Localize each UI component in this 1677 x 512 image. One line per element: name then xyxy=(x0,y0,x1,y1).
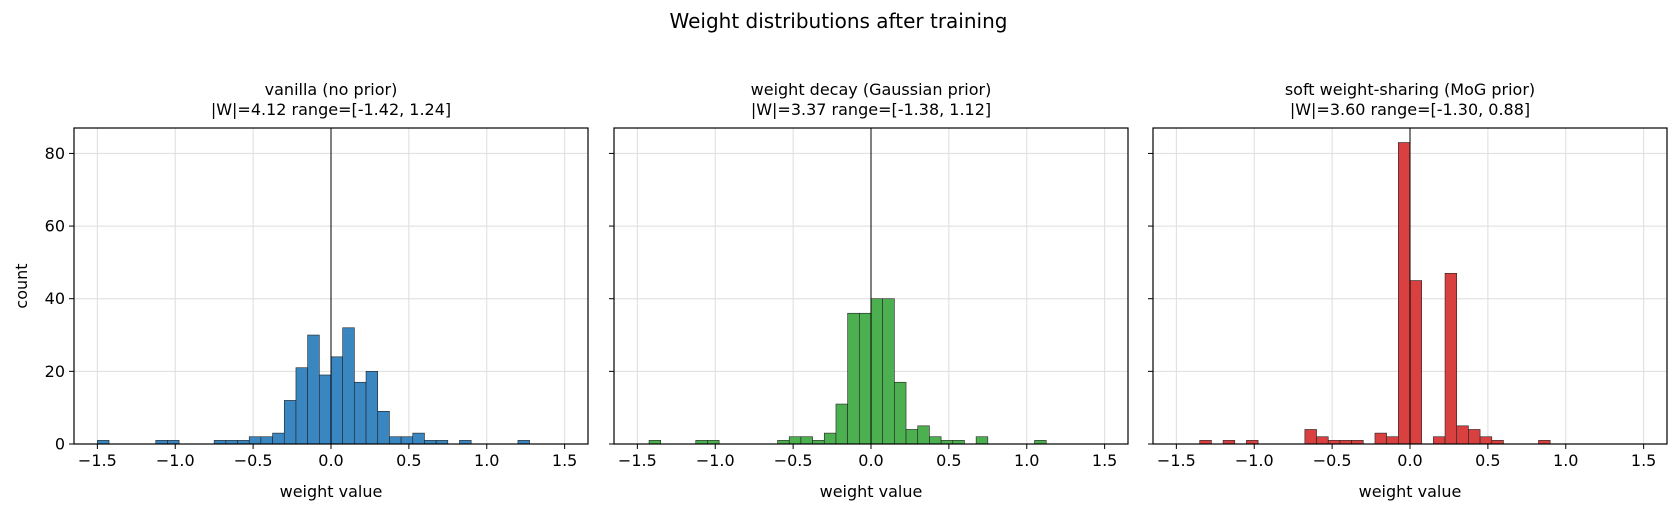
histogram-bar xyxy=(905,429,919,445)
histogram-bar xyxy=(1386,436,1399,445)
histogram-bar xyxy=(272,432,285,445)
histogram-panel-2: −1.5 −1.0 −0.5 0.0 0.5 1.0 1.5 weight decay (Ga… xyxy=(609,80,1129,501)
histogram-bar xyxy=(882,298,895,445)
histogram-bar xyxy=(1304,429,1317,445)
x-tick-label: −0.5 xyxy=(1313,451,1352,470)
histogram-bar xyxy=(870,298,883,445)
x-tick-label: −1.5 xyxy=(1157,451,1196,470)
histogram-bar xyxy=(319,374,332,445)
x-tick-label: −1.0 xyxy=(1235,451,1274,470)
panel-title-line2: |W|=3.60 range=[-1.30, 0.88] xyxy=(1290,100,1530,119)
x-axis-label: weight value xyxy=(280,482,383,501)
histogram-bar xyxy=(1409,280,1422,445)
x-axis-label: weight value xyxy=(820,482,923,501)
histogram-bar xyxy=(1374,432,1387,445)
x-tick-label: 1.0 xyxy=(1553,451,1578,470)
histogram-bar xyxy=(1479,436,1493,445)
histogram-bar xyxy=(260,436,273,445)
histogram-bar xyxy=(975,436,989,445)
histogram-bar xyxy=(1398,142,1411,445)
histogram-bar xyxy=(1316,436,1329,445)
x-tick-label: 1.5 xyxy=(552,451,577,470)
x-axis-label: weight value xyxy=(1359,482,1462,501)
histogram-bar xyxy=(859,312,872,445)
x-tick-label: 0.5 xyxy=(1475,451,1500,470)
histogram-bar xyxy=(400,436,414,445)
x-tick-label: 1.0 xyxy=(474,451,499,470)
histogram-bar xyxy=(800,436,813,445)
histogram-panel-3: −1.5 −1.0 −0.5 0.0 0.5 1.0 1.5 soft weight-shar… xyxy=(1148,80,1668,501)
x-tick-label: −1.5 xyxy=(618,451,657,470)
histogram-bar xyxy=(1468,429,1481,445)
histogram-bar xyxy=(1433,436,1446,445)
histogram-bar xyxy=(835,403,848,445)
histogram-bar xyxy=(1444,272,1458,445)
histogram-bar xyxy=(330,356,343,445)
x-tick-label: 0.0 xyxy=(858,451,883,470)
x-tick-label: −1.0 xyxy=(696,451,735,470)
x-tick-label: −1.0 xyxy=(156,451,195,470)
histogram-bar xyxy=(342,327,355,445)
panel-title-line1: vanilla (no prior) xyxy=(265,80,398,99)
histogram-bar xyxy=(412,432,425,445)
histogram-bar xyxy=(823,432,837,445)
y-tick-label: 80 xyxy=(45,144,65,163)
panel-title-line1: soft weight-sharing (MoG prior) xyxy=(1285,80,1535,99)
x-tick-label: −0.5 xyxy=(774,451,813,470)
histogram-bar xyxy=(354,381,367,445)
histogram-bar xyxy=(894,381,907,445)
figure-suptitle: Weight distributions after training xyxy=(670,9,1008,33)
histogram-bar xyxy=(377,411,390,445)
histogram-bar xyxy=(917,425,930,445)
x-tick-label: 0.5 xyxy=(936,451,961,470)
histogram-bar xyxy=(248,436,262,445)
histogram-bar xyxy=(847,312,860,445)
panel-title-line1: weight decay (Gaussian prior) xyxy=(751,80,992,99)
histogram-bar xyxy=(283,400,297,445)
x-tick-label: 1.0 xyxy=(1014,451,1039,470)
histogram-bar xyxy=(788,436,802,445)
panel-title-line2: |W|=3.37 range=[-1.38, 1.12] xyxy=(751,100,991,119)
x-tick-label: −1.5 xyxy=(78,451,117,470)
histogram-bar xyxy=(1456,425,1469,445)
y-axis-label: count xyxy=(12,263,31,308)
histogram-panel-1: −1.5 −1.0 −0.5 0.0 0.5 1.0 1.5 0 20 40 60 80 vanilla… xyxy=(12,80,589,501)
histogram-bar xyxy=(295,367,308,445)
y-tick-label: 60 xyxy=(45,217,65,236)
x-tick-label: 1.5 xyxy=(1631,451,1656,470)
y-tick-label: 0 xyxy=(55,435,65,454)
x-tick-label: 0.5 xyxy=(396,451,421,470)
x-tick-label: 1.5 xyxy=(1092,451,1117,470)
histogram-bar xyxy=(365,371,379,445)
x-tick-label: 0.0 xyxy=(1397,451,1422,470)
y-tick-label: 20 xyxy=(45,362,65,381)
x-tick-label: 0.0 xyxy=(318,451,343,470)
x-tick-label: −0.5 xyxy=(234,451,273,470)
histogram-bar xyxy=(389,436,402,445)
panel-title-line2: |W|=4.12 range=[-1.42, 1.24] xyxy=(211,100,451,119)
y-tick-label: 40 xyxy=(45,289,65,308)
histogram-bar xyxy=(307,334,320,445)
histogram-bar xyxy=(929,436,942,445)
